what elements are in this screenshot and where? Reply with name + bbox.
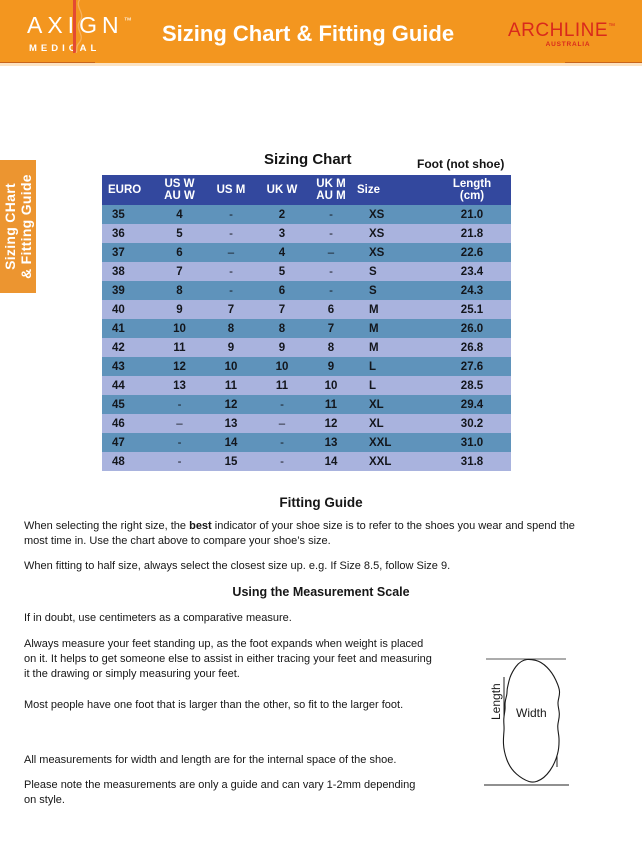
svg-text:Length: Length <box>489 683 503 720</box>
svg-text:Width: Width <box>516 706 547 720</box>
